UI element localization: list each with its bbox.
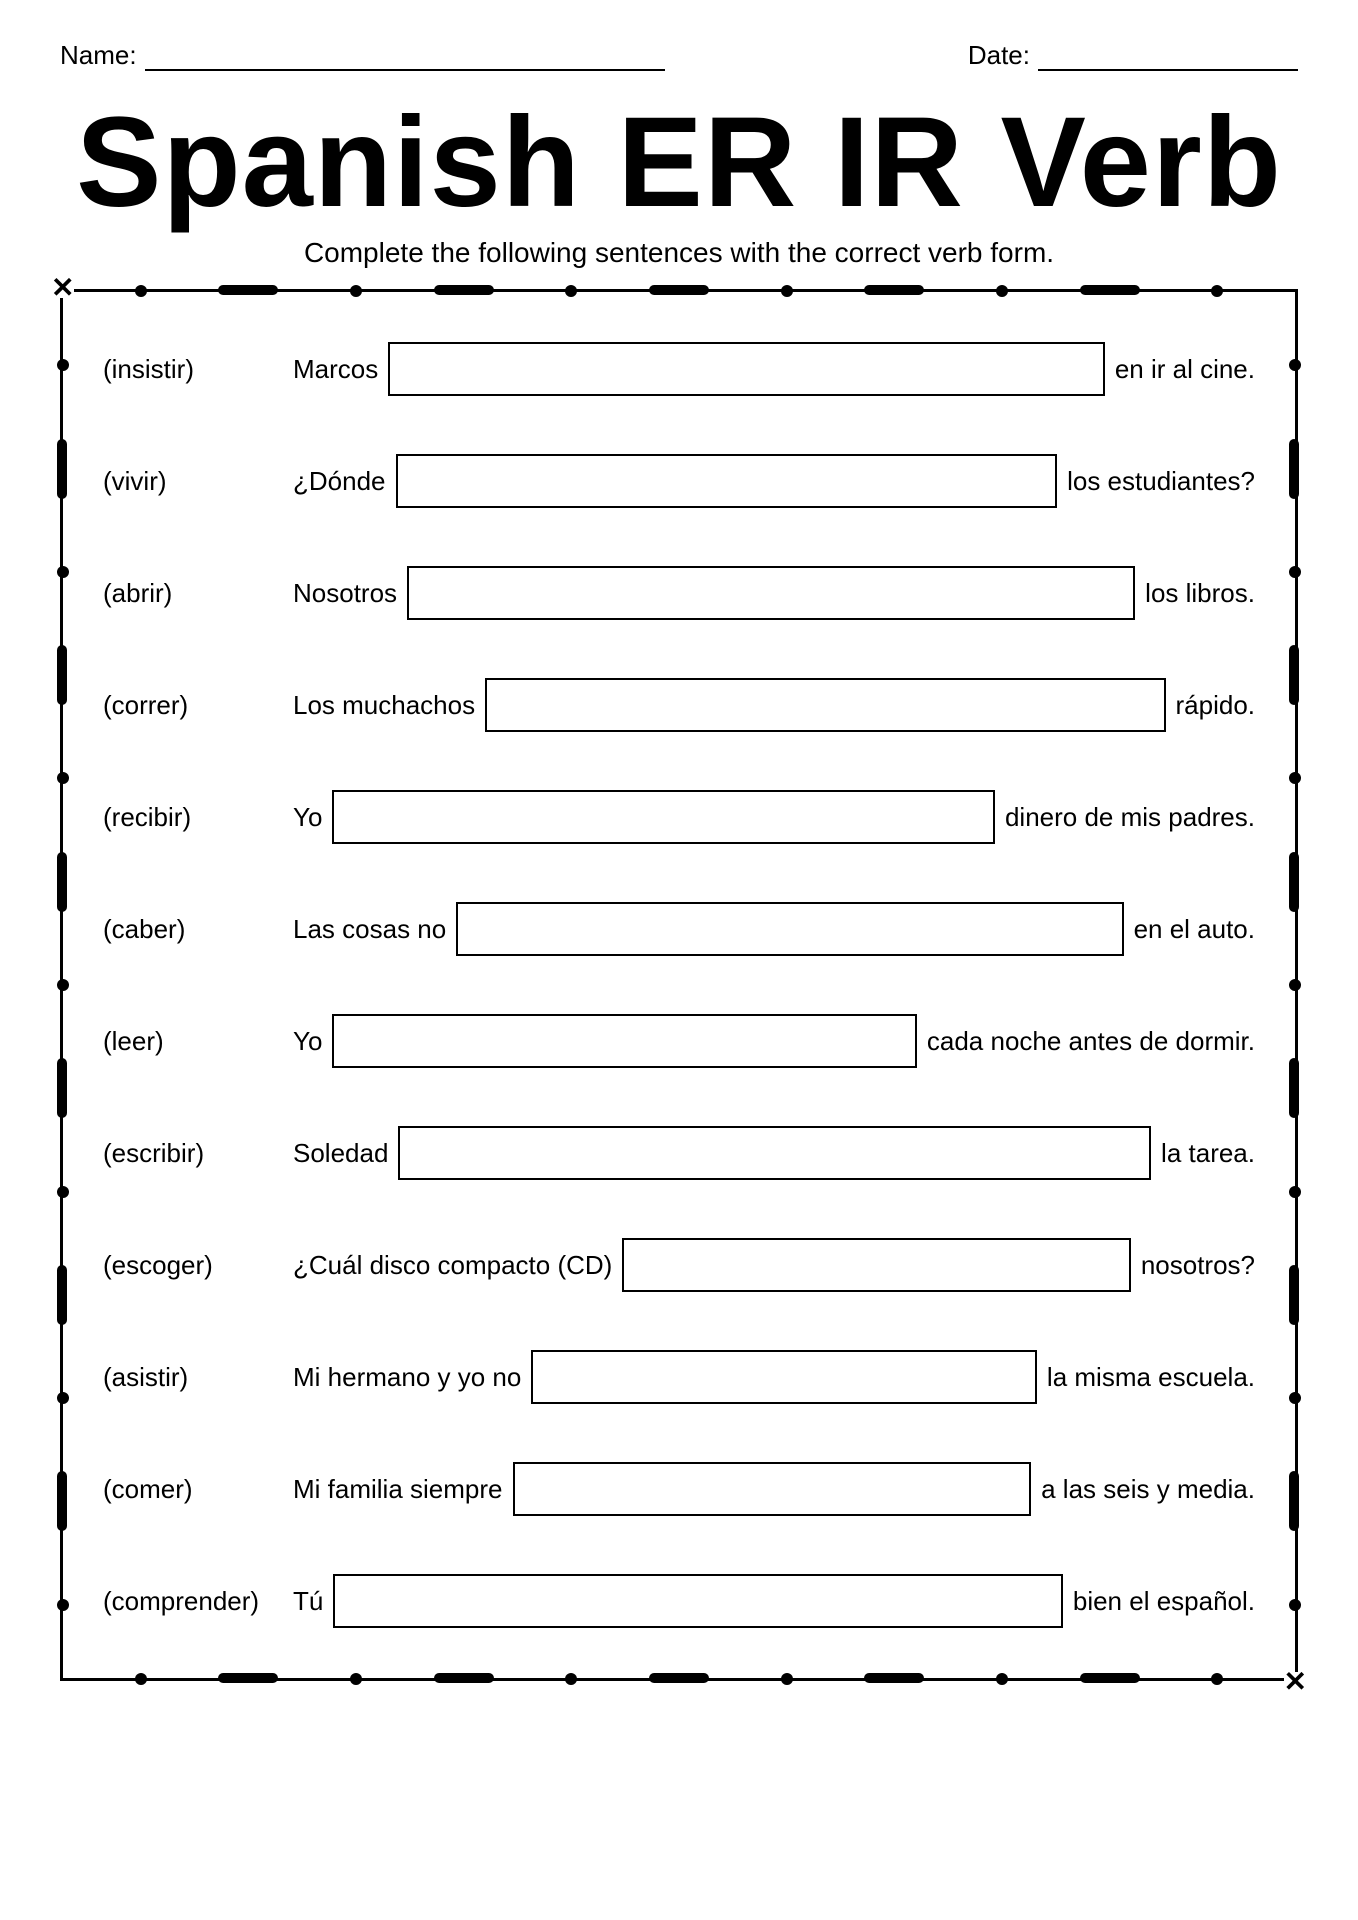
exercise-row: (insistir)Marcos en ir al cine.: [103, 342, 1255, 396]
answer-blank[interactable]: [622, 1238, 1131, 1292]
sentence-post: bien el español.: [1073, 1586, 1255, 1617]
exercise-row: (abrir)Nosotros los libros.: [103, 566, 1255, 620]
verb-hint: (comprender): [103, 1586, 293, 1617]
sentence-pre: Tú: [293, 1586, 323, 1617]
sentence-post: nosotros?: [1141, 1250, 1255, 1281]
sentence-pre: Soledad: [293, 1138, 388, 1169]
name-input-line[interactable]: [145, 41, 665, 71]
sentence-post: los estudiantes?: [1067, 466, 1255, 497]
sentence: ¿Dónde los estudiantes?: [293, 454, 1255, 508]
sentence-post: los libros.: [1145, 578, 1255, 609]
sentence-post: dinero de mis padres.: [1005, 802, 1255, 833]
exercise-row: (escribir)Soledad la tarea.: [103, 1126, 1255, 1180]
sentence-pre: Nosotros: [293, 578, 397, 609]
verb-hint: (escribir): [103, 1138, 293, 1169]
exercise-row: (leer)Yo cada noche antes de dormir.: [103, 1014, 1255, 1068]
exercise-row: (vivir)¿Dónde los estudiantes?: [103, 454, 1255, 508]
answer-blank[interactable]: [388, 342, 1105, 396]
date-label: Date:: [968, 40, 1030, 71]
verb-hint: (escoger): [103, 1250, 293, 1281]
sentence-pre: Mi familia siempre: [293, 1474, 503, 1505]
sentence: Mi familia siempre a las seis y media.: [293, 1462, 1255, 1516]
exercise-list: (insistir)Marcos en ir al cine. (vivir)¿Dó…: [103, 342, 1255, 1628]
answer-blank[interactable]: [456, 902, 1123, 956]
sentence: Tú bien el español.: [293, 1574, 1255, 1628]
sentence-pre: ¿Dónde: [293, 466, 386, 497]
sentence-post: en ir al cine.: [1115, 354, 1255, 385]
answer-blank[interactable]: [396, 454, 1058, 508]
sentence-post: rápido.: [1176, 690, 1256, 721]
name-label: Name:: [60, 40, 137, 71]
sentence: Yo cada noche antes de dormir.: [293, 1014, 1255, 1068]
verb-hint: (abrir): [103, 578, 293, 609]
header-row: Name: Date:: [60, 40, 1298, 71]
sentence: Las cosas no en el auto.: [293, 902, 1255, 956]
verb-hint: (correr): [103, 690, 293, 721]
sentence-post: a las seis y media.: [1041, 1474, 1255, 1505]
sentence-post: en el auto.: [1134, 914, 1255, 945]
answer-blank[interactable]: [333, 1574, 1063, 1628]
verb-hint: (asistir): [103, 1362, 293, 1393]
sentence: Mi hermano y yo no la misma escuela.: [293, 1350, 1255, 1404]
sentence: Los muchachos rápido.: [293, 678, 1255, 732]
verb-hint: (comer): [103, 1474, 293, 1505]
sentence-post: la tarea.: [1161, 1138, 1255, 1169]
verb-hint: (insistir): [103, 354, 293, 385]
page-subtitle: Complete the following sentences with th…: [60, 237, 1298, 269]
date-input-line[interactable]: [1038, 41, 1298, 71]
sentence: Soledad la tarea.: [293, 1126, 1255, 1180]
sentence-post: cada noche antes de dormir.: [927, 1026, 1255, 1057]
sentence-post: la misma escuela.: [1047, 1362, 1255, 1393]
worksheet-frame: (insistir)Marcos en ir al cine. (vivir)¿Dó…: [60, 289, 1298, 1681]
answer-blank[interactable]: [332, 1014, 916, 1068]
sentence: Marcos en ir al cine.: [293, 342, 1255, 396]
verb-hint: (leer): [103, 1026, 293, 1057]
sentence: ¿Cuál disco compacto (CD) nosotros?: [293, 1238, 1255, 1292]
answer-blank[interactable]: [407, 566, 1135, 620]
answer-blank[interactable]: [513, 1462, 1032, 1516]
exercise-row: (asistir)Mi hermano y yo no la misma escu…: [103, 1350, 1255, 1404]
verb-hint: (caber): [103, 914, 293, 945]
verb-hint: (recibir): [103, 802, 293, 833]
sentence: Nosotros los libros.: [293, 566, 1255, 620]
date-field: Date:: [968, 40, 1298, 71]
sentence-pre: Yo: [293, 1026, 322, 1057]
answer-blank[interactable]: [485, 678, 1165, 732]
exercise-row: (comer)Mi familia siempre a las seis y me…: [103, 1462, 1255, 1516]
sentence-pre: Marcos: [293, 354, 378, 385]
sentence-pre: ¿Cuál disco compacto (CD): [293, 1250, 612, 1281]
answer-blank[interactable]: [332, 790, 995, 844]
sentence-pre: Yo: [293, 802, 322, 833]
answer-blank[interactable]: [398, 1126, 1151, 1180]
sentence-pre: Mi hermano y yo no: [293, 1362, 521, 1393]
exercise-row: (caber)Las cosas no en el auto.: [103, 902, 1255, 956]
exercise-row: (escoger)¿Cuál disco compacto (CD) nosotr…: [103, 1238, 1255, 1292]
sentence-pre: Las cosas no: [293, 914, 446, 945]
answer-blank[interactable]: [531, 1350, 1037, 1404]
verb-hint: (vivir): [103, 466, 293, 497]
sentence-pre: Los muchachos: [293, 690, 475, 721]
page-title: Spanish ER IR Verb: [60, 99, 1298, 227]
name-field: Name:: [60, 40, 665, 71]
sentence: Yo dinero de mis padres.: [293, 790, 1255, 844]
exercise-row: (recibir)Yo dinero de mis padres.: [103, 790, 1255, 844]
exercise-row: (correr)Los muchachos rápido.: [103, 678, 1255, 732]
exercise-row: (comprender)Tú bien el español.: [103, 1574, 1255, 1628]
